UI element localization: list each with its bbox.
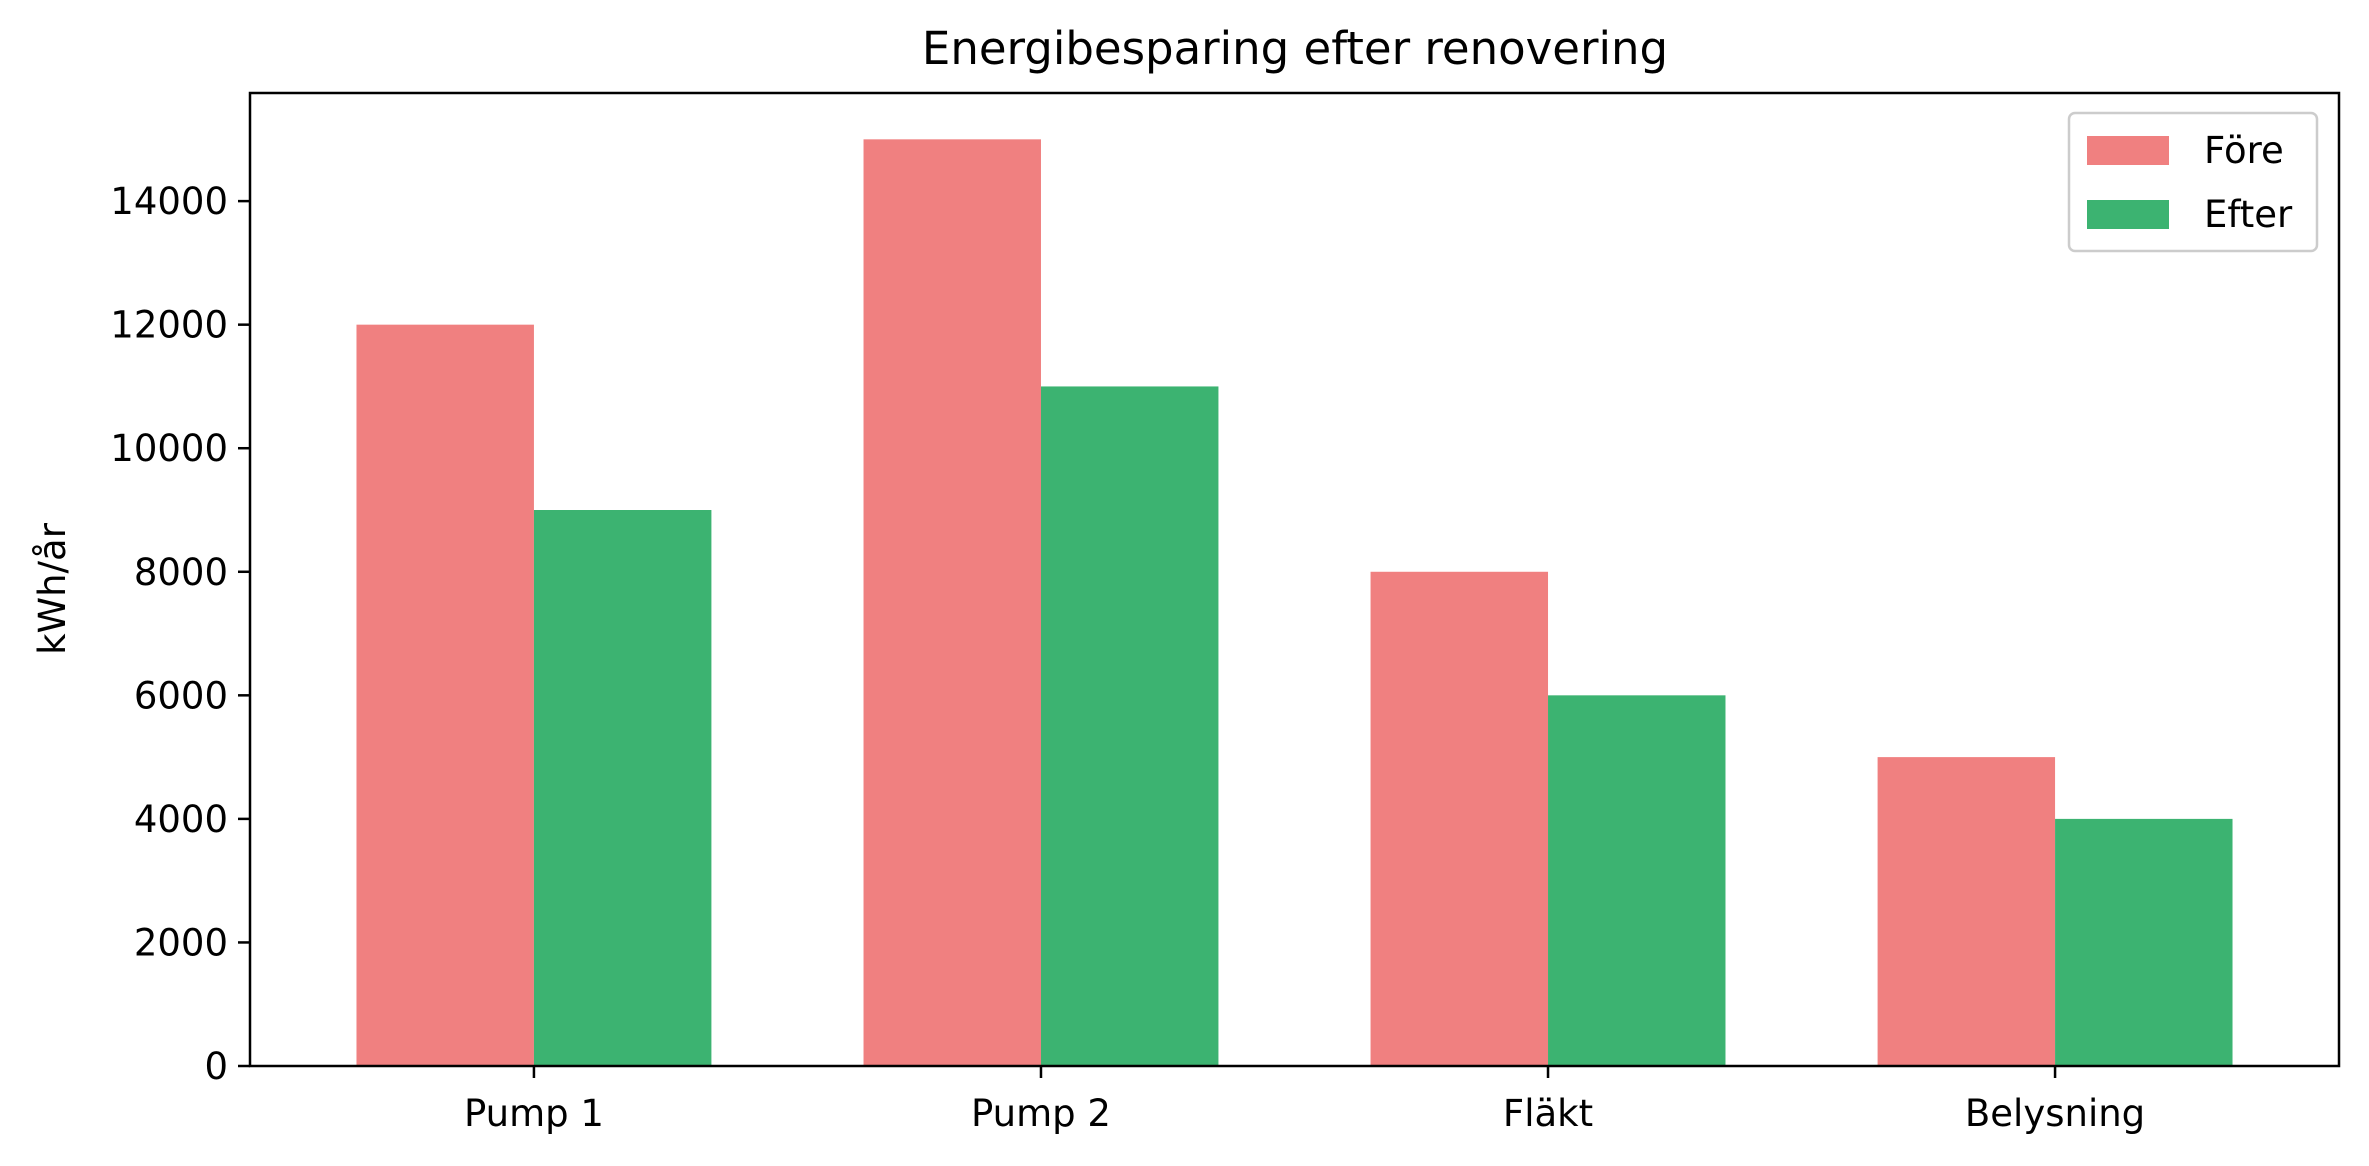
bar-före-pump-1 <box>356 324 534 1067</box>
chart-title: Energibesparing efter renovering <box>922 22 1668 75</box>
bar-efter-belysning <box>2055 818 2233 1066</box>
y-tick-label: 10000 <box>110 427 228 470</box>
bar-före-belysning <box>1877 757 2056 1066</box>
bar-före-pump-2 <box>863 139 1041 1067</box>
legend-label-0: Före <box>2204 129 2284 172</box>
plot-frame <box>248 91 2341 1068</box>
x-tick-label: Pump 1 <box>464 1092 604 1135</box>
y-axis-label: kWh/år <box>31 522 74 655</box>
y-tick-label: 12000 <box>110 304 228 347</box>
bar-efter-pump-2 <box>1040 386 1219 1066</box>
x-tick-label: Belysning <box>1965 1092 2145 1135</box>
legend: Före Efter <box>2067 111 2319 253</box>
bar-efter-fläkt <box>1548 695 1726 1066</box>
bar-före-fläkt <box>1370 571 1549 1066</box>
y-tick-label: 2000 <box>134 921 228 964</box>
y-tick-label: 14000 <box>110 180 228 223</box>
x-tick-label: Fläkt <box>1503 1092 1593 1135</box>
plot-area: 0 2000 4000 6000 8000 10000 12000 14000 Pump 1 Pu… <box>110 91 2341 1135</box>
y-tick-label: 6000 <box>134 674 228 717</box>
legend-swatch-0 <box>2087 136 2169 165</box>
legend-label-1: Efter <box>2204 193 2293 236</box>
y-tick-label: 0 <box>204 1045 228 1088</box>
bar-efter-pump-1 <box>533 510 712 1066</box>
y-tick-label: 8000 <box>134 551 228 594</box>
y-tick-label: 4000 <box>134 798 228 841</box>
x-tick-label: Pump 2 <box>971 1092 1111 1135</box>
legend-swatch-1 <box>2087 200 2169 229</box>
